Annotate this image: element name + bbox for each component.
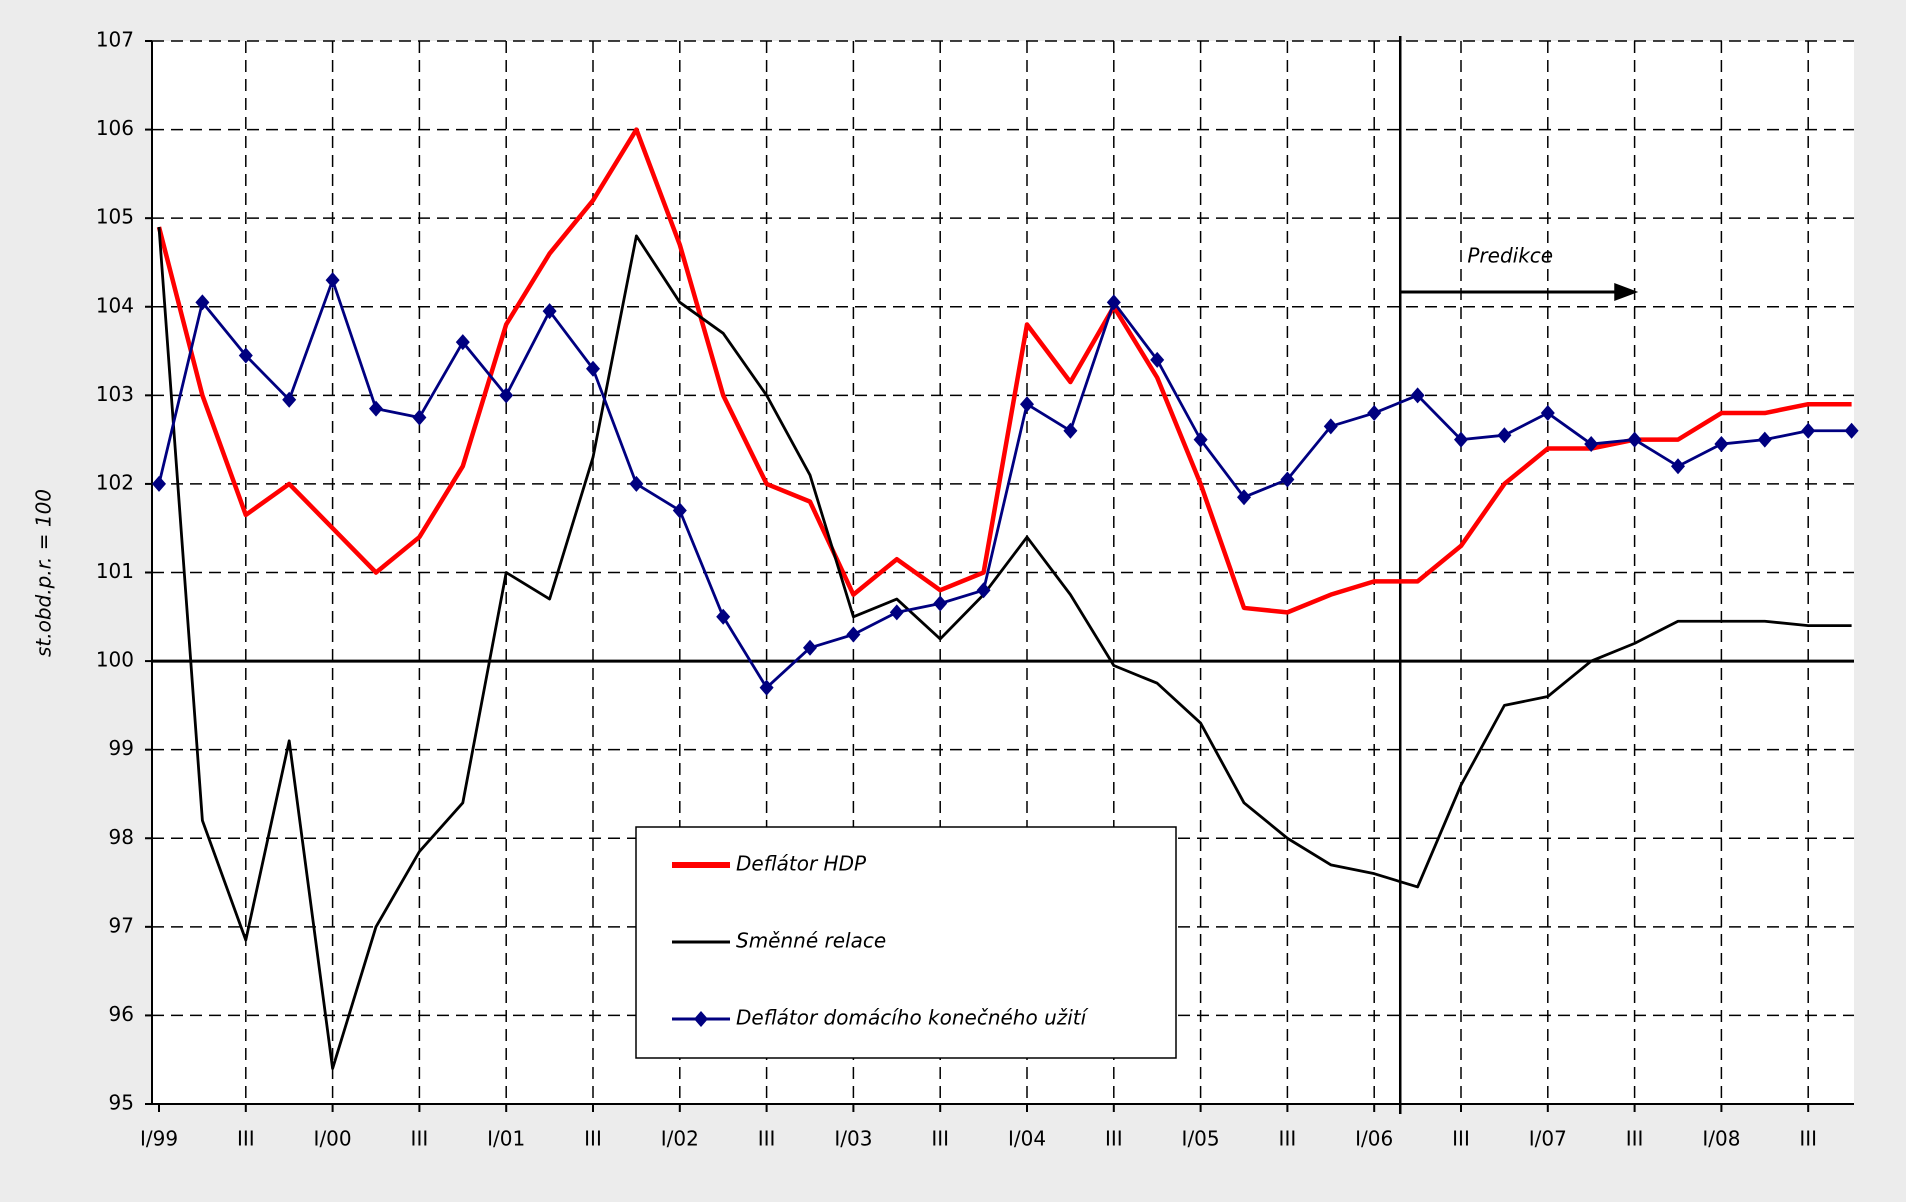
data-point: [282, 391, 297, 408]
series-line: [156, 127, 1852, 615]
x-tick-label: I/01: [487, 1127, 525, 1151]
data-point: [542, 303, 557, 320]
x-tick-label: III: [1626, 1127, 1644, 1151]
data-point: [1671, 458, 1685, 475]
data-point: [889, 604, 904, 621]
data-point: [1150, 351, 1165, 368]
data-point: [1193, 431, 1208, 448]
legend-marker: [694, 1011, 708, 1027]
x-tick-label: III: [237, 1127, 255, 1151]
y-tick-label: 105: [96, 205, 134, 229]
data-point: [1714, 436, 1729, 453]
data-point: [455, 334, 470, 351]
x-tick-label: III: [1105, 1127, 1123, 1151]
y-tick-label: 107: [96, 28, 134, 52]
data-point: [1497, 427, 1512, 444]
data-point: [325, 272, 340, 289]
data-point: [716, 608, 731, 625]
series-line: [157, 278, 1852, 690]
annotation: Predikce: [1467, 244, 1553, 268]
data-point: [672, 502, 687, 519]
data-point: [1106, 294, 1121, 311]
y-tick-label: 99: [109, 736, 134, 760]
data-point: [1627, 431, 1642, 448]
data-point: [1757, 431, 1772, 448]
data-point: [499, 387, 514, 404]
y-tick-label: 106: [96, 116, 134, 140]
y-tick-label: 96: [109, 1002, 134, 1026]
x-tick-label: I/04: [1008, 1127, 1046, 1151]
x-tick-label: I/06: [1355, 1127, 1393, 1151]
y-tick-label: 97: [109, 913, 134, 937]
data-point: [586, 360, 600, 377]
data-point: [1844, 422, 1859, 439]
legend-label: Směnné relace: [736, 929, 886, 953]
x-tick-label: I/05: [1182, 1127, 1220, 1151]
data-point: [976, 582, 991, 599]
data-point: [846, 626, 861, 643]
data-point: [1063, 422, 1078, 439]
data-point: [1237, 489, 1251, 506]
y-tick-label: 102: [96, 470, 134, 494]
data-point: [1540, 405, 1555, 422]
x-tick-label: III: [758, 1127, 776, 1151]
y-tick-label: 101: [96, 559, 134, 583]
x-tick-label: III: [411, 1127, 429, 1151]
x-tick-label: III: [1799, 1127, 1817, 1151]
series-line: [157, 226, 1852, 1070]
data-point: [369, 400, 383, 417]
x-tick-label: III: [584, 1127, 602, 1151]
x-tick-label: I/03: [834, 1127, 872, 1151]
y-tick-label: 104: [96, 293, 134, 317]
data-point: [238, 347, 253, 364]
data-point: [1584, 436, 1599, 453]
data-point: [1020, 396, 1034, 413]
data-point: [1410, 387, 1425, 404]
y-tick-label: 100: [96, 648, 134, 672]
y-tick-label: 98: [109, 825, 134, 849]
data-point: [803, 639, 817, 656]
x-tick-label: III: [1452, 1127, 1470, 1151]
y-axis-label: st.obd.p.r. = 100: [32, 489, 56, 657]
data-point: [1801, 422, 1816, 439]
data-point: [1454, 431, 1468, 448]
annotation-arrowhead: [1614, 283, 1639, 301]
data-point: [933, 595, 948, 612]
legend: Deflátor HDP Směnné relace Deflátor domácí…: [635, 826, 1177, 1059]
legend-label: Deflátor domácího konečného užití: [736, 1006, 1089, 1030]
data-point: [1280, 471, 1295, 488]
data-point: [1323, 418, 1338, 435]
data-point: [629, 475, 644, 492]
data-point: [195, 294, 210, 311]
x-tick-label: III: [931, 1127, 949, 1151]
legend-label: Deflátor HDP: [736, 852, 867, 876]
y-tick-label: 95: [109, 1091, 134, 1115]
x-tick-label: I/99: [140, 1127, 178, 1151]
x-tick-label: I/02: [661, 1127, 699, 1151]
x-tick-label: III: [1279, 1127, 1297, 1151]
x-tick-label: I/07: [1529, 1127, 1567, 1151]
data-point: [152, 475, 166, 492]
data-point: [412, 409, 427, 426]
y-tick-label: 103: [96, 382, 134, 406]
data-point: [1367, 405, 1382, 422]
x-tick-label: I/00: [314, 1127, 352, 1151]
x-tick-label: I/08: [1702, 1127, 1740, 1151]
data-point: [759, 679, 774, 696]
